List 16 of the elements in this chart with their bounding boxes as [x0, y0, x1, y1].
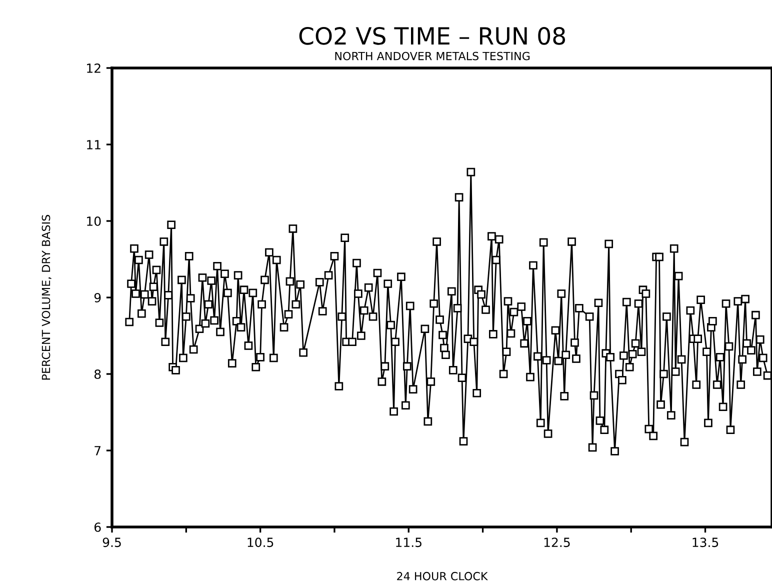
- x-tick-label: 12.5: [544, 538, 570, 548]
- y-tick-label: 11: [87, 140, 100, 150]
- y-tick-label: 9: [94, 292, 101, 302]
- x-tick-label: 13.5: [692, 538, 718, 548]
- y-tick-label: 8: [94, 369, 101, 379]
- y-tick-label: 7: [94, 446, 101, 456]
- y-tick-label: 12: [87, 63, 100, 73]
- chart-subtitle: NORTH ANDOVER METALS TESTING: [335, 52, 530, 60]
- y-axis-title: PERCENT VOLUME, DRY BASIS: [42, 214, 52, 380]
- y-tick-label: 10: [87, 216, 101, 226]
- x-tick-label: 10.5: [248, 538, 274, 548]
- x-axis-title: 24 HOUR CLOCK: [397, 572, 488, 580]
- chart-title: CO2 VS TIME – RUN 08: [299, 26, 566, 45]
- x-tick-label: 11.5: [396, 538, 422, 548]
- x-tick-label: 9.5: [102, 538, 121, 548]
- y-tick-label: 6: [94, 522, 101, 532]
